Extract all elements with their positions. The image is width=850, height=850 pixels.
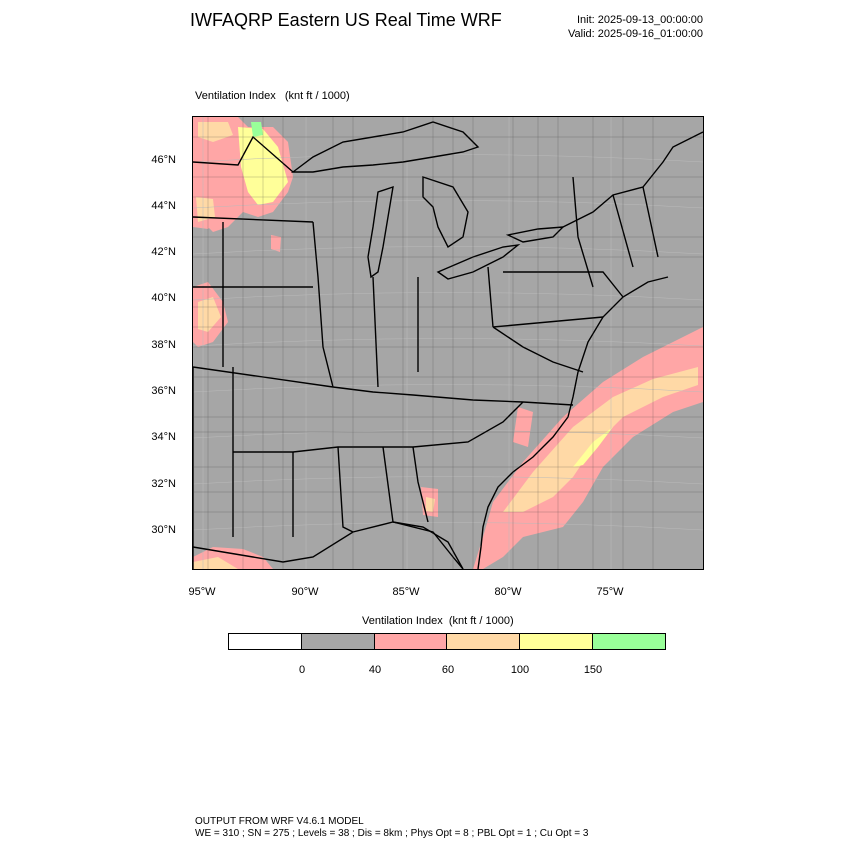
legend-label: 60	[441, 664, 455, 676]
lat-tick-label: 36°N	[151, 385, 176, 397]
lon-tick-label: 75°W	[596, 586, 624, 598]
graticule-line	[193, 522, 703, 531]
lake-erie	[436, 243, 521, 280]
field-label: Ventilation Index (knt ft / 1000)	[195, 90, 350, 102]
county-line	[193, 136, 703, 513]
lon-tick-label: 80°W	[494, 586, 522, 598]
lat-tick-label: 40°N	[151, 292, 176, 304]
state-boundaries	[193, 121, 703, 569]
legend-swatch	[520, 634, 594, 649]
legend-label: 40	[368, 664, 382, 676]
state-line	[312, 221, 334, 388]
legend-title: Ventilation Index (knt ft / 1000)	[362, 615, 514, 627]
legend-swatch	[229, 634, 302, 649]
county-line	[207, 117, 654, 569]
model-info-line2: WE = 310 ; SN = 275 ; Levels = 38 ; Dis …	[195, 828, 589, 839]
lake-huron	[422, 176, 469, 249]
state-line	[492, 316, 604, 328]
state-line	[503, 271, 624, 298]
shade-spot-4	[426, 497, 435, 512]
model-info-line1: OUTPUT FROM WRF V4.6.1 MODEL	[195, 816, 364, 827]
valid-time: Valid: 2025-09-16_01:00:00	[568, 28, 703, 40]
state-line	[487, 266, 494, 328]
graticule-line	[193, 430, 703, 439]
shade-iowa-orange	[196, 197, 215, 222]
legend-label: 100	[510, 664, 530, 676]
shade-kansas-orange	[198, 297, 221, 332]
lat-tick-label: 38°N	[151, 339, 176, 351]
legend-label: 0	[298, 664, 306, 676]
legend-swatch	[301, 634, 375, 649]
lat-tick-label: 32°N	[151, 478, 176, 490]
lon-tick-label: 90°W	[291, 586, 319, 598]
legend-colorbar	[228, 633, 666, 650]
lon-tick-label: 95°W	[188, 586, 216, 598]
shade-minnesota-green	[251, 122, 263, 137]
init-time: Init: 2025-09-13_00:00:00	[577, 14, 703, 26]
lon-tick-label: 85°W	[392, 586, 420, 598]
legend-label: 150	[583, 664, 603, 676]
state-line	[412, 446, 429, 523]
lat-tick-label: 34°N	[151, 431, 176, 443]
shade-gulf-orange	[193, 557, 238, 569]
legend-swatch	[374, 634, 448, 649]
state-line	[382, 446, 394, 523]
graticule-line	[193, 384, 703, 393]
lat-tick-label: 30°N	[151, 524, 176, 536]
lat-tick-label: 42°N	[151, 246, 176, 258]
legend-swatch	[447, 634, 521, 649]
graticule-line	[193, 338, 703, 347]
state-line	[642, 186, 659, 258]
canada-border	[193, 135, 294, 173]
lat-tick-label: 46°N	[151, 154, 176, 166]
plot-title: IWFAQRP Eastern US Real Time WRF	[190, 10, 502, 30]
lat-tick-label: 44°N	[151, 200, 176, 212]
map-svg	[193, 117, 703, 569]
state-line	[372, 276, 379, 388]
graticule-line	[193, 476, 703, 485]
florida-coastline	[392, 521, 464, 569]
state-line	[193, 216, 314, 223]
state-line	[337, 446, 354, 533]
legend-swatch	[593, 634, 665, 649]
graticule-line	[193, 292, 703, 301]
county-boundaries	[193, 117, 703, 569]
map-panel	[192, 116, 704, 570]
shade-spot-1	[271, 235, 281, 252]
